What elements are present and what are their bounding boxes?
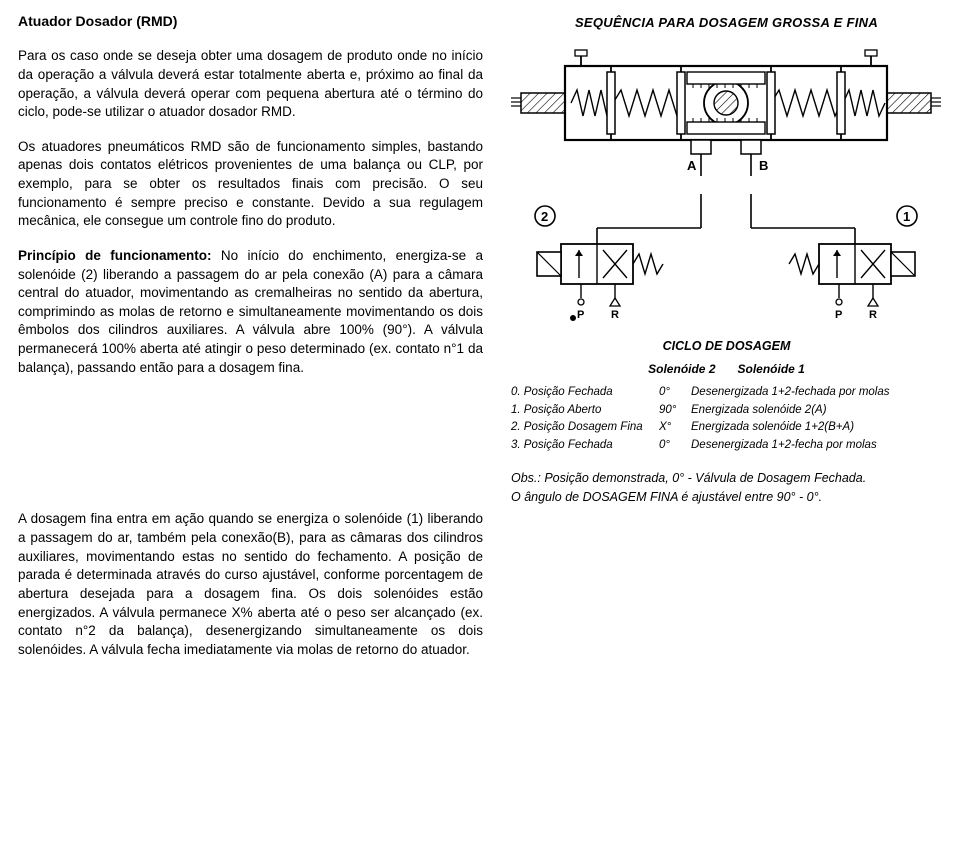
paragraph-1: Para os caso onde se deseja obter uma do…	[18, 47, 483, 122]
paragraph-3: Princípio de funcionamento: No início do…	[18, 247, 483, 377]
cycle-position: 2. Posição Dosagem Fina	[511, 419, 659, 437]
observation: Obs.: Posição demonstrada, 0° - Válvula …	[511, 469, 942, 507]
svg-text:1: 1	[903, 209, 910, 224]
paragraph-2: Os atuadores pneumáticos RMD são de func…	[18, 138, 483, 231]
svg-text:R: R	[869, 309, 877, 321]
solenoid-headers: Solenóide 2 Solenóide 1	[511, 361, 942, 378]
paragraph-4: A dosagem fina entra em ação quando se e…	[18, 510, 483, 659]
cycle-position: 0. Posição Fechada	[511, 384, 659, 402]
right-column: SEQUÊNCIA PARA DOSAGEM GROSSA E FINA	[511, 12, 942, 506]
left-column: Atuador Dosador (RMD) Para os caso onde …	[18, 12, 483, 393]
cycle-position: 3. Posição Fechada	[511, 437, 659, 455]
cycle-angle: 90°	[659, 402, 691, 420]
svg-text:R: R	[611, 309, 619, 321]
sequence-title: SEQUÊNCIA PARA DOSAGEM GROSSA E FINA	[511, 14, 942, 32]
cycle-state: Energizada solenóide 1+2(B+A)	[691, 419, 942, 437]
svg-text:P: P	[577, 309, 584, 321]
obs-line-2: O ângulo de DOSAGEM FINA é ajustável ent…	[511, 488, 942, 507]
section-title: Atuador Dosador (RMD)	[18, 12, 483, 31]
cycle-position: 1. Posição Aberto	[511, 402, 659, 420]
table-row: 2. Posição Dosagem Fina X° Energizada so…	[511, 419, 942, 437]
cycle-state: Desenergizada 1+2-fecha por molas	[691, 437, 942, 455]
paragraph-3-lead: Princípio de funcionamento:	[18, 248, 211, 263]
cycle-table: 0. Posição Fechada 0° Desenergizada 1+2-…	[511, 384, 942, 455]
cycle-state: Desenergizada 1+2-fechada por molas	[691, 384, 942, 402]
obs-line-1: Obs.: Posição demonstrada, 0° - Válvula …	[511, 469, 942, 488]
solenoid-2-header: Solenóide 2	[648, 361, 715, 378]
solenoid-1-header: Solenóide 1	[738, 361, 805, 378]
svg-text:2: 2	[541, 209, 548, 224]
actuator-diagram: A B	[511, 44, 942, 184]
cycle-angle: 0°	[659, 384, 691, 402]
table-row: 0. Posição Fechada 0° Desenergizada 1+2-…	[511, 384, 942, 402]
svg-text:A: A	[687, 158, 697, 173]
cycle-title: CICLO DE DOSAGEM	[511, 338, 942, 355]
cycle-angle: X°	[659, 419, 691, 437]
cycle-state: Energizada solenóide 2(A)	[691, 402, 942, 420]
table-row: 3. Posição Fechada 0° Desenergizada 1+2-…	[511, 437, 942, 455]
table-row: 1. Posição Aberto 90° Energizada solenói…	[511, 402, 942, 420]
svg-text:P: P	[835, 309, 842, 321]
pneumatic-circuit-diagram: 2 1	[511, 194, 942, 324]
cycle-angle: 0°	[659, 437, 691, 455]
svg-text:B: B	[759, 158, 768, 173]
paragraph-3-body: No início do enchimento, energiza-se a s…	[18, 248, 483, 375]
